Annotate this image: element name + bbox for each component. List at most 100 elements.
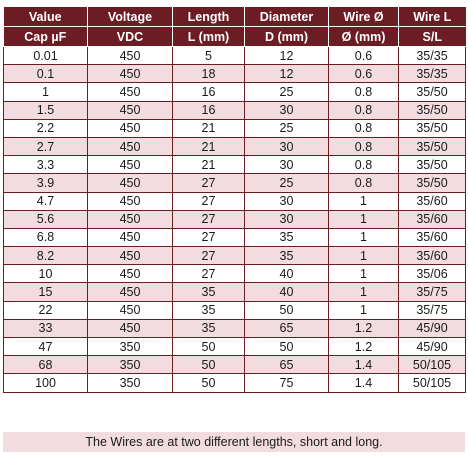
header-value: Value (3, 7, 88, 27)
cell-voltage: 350 (87, 355, 173, 375)
cell-value: 6.8 (3, 227, 88, 248)
cell-wire-diameter: 0.8 (328, 82, 399, 102)
cell-length: 16 (172, 100, 245, 120)
cell-wire-length: 35/75 (398, 282, 466, 302)
cell-value: 2.7 (3, 136, 88, 157)
cell-value: 0.01 (3, 45, 88, 66)
cell-wire-diameter: 0.8 (328, 173, 399, 193)
cell-value: 68 (3, 355, 88, 375)
cell-length: 50 (172, 373, 245, 393)
cell-length: 21 (172, 118, 245, 138)
table-row: 0.01 450 5 12 0.6 35/35 (3, 45, 466, 66)
table-row: 4.7 450 27 30 1 35/60 (3, 191, 466, 211)
table-row: 100 350 50 75 1.4 50/105 (3, 373, 466, 393)
cell-wire-diameter: 1.2 (328, 336, 399, 357)
cell-diameter: 30 (244, 191, 329, 211)
cell-wire-length: 35/50 (398, 155, 466, 175)
cell-wire-diameter: 1 (328, 191, 399, 211)
cell-wire-length: 35/50 (398, 100, 466, 120)
cell-length: 35 (172, 318, 245, 339)
cell-voltage: 450 (87, 136, 173, 157)
table-row: 15 450 35 40 1 35/75 (3, 282, 466, 302)
cell-voltage: 450 (87, 282, 173, 302)
capacitor-spec-table-container: Value Voltage Length Diameter Wire Ø Wir… (3, 7, 466, 393)
cell-wire-length: 35/06 (398, 264, 466, 284)
cell-wire-diameter: 1 (328, 264, 399, 284)
table-row: 47 350 50 50 1.2 45/90 (3, 336, 466, 357)
cell-wire-length: 35/60 (398, 227, 466, 248)
cell-wire-diameter: 1 (328, 282, 399, 302)
cell-wire-length: 45/90 (398, 318, 466, 339)
header-diameter: Diameter (244, 7, 329, 27)
header-voltage: Voltage (87, 7, 173, 27)
header-row-titles: Value Voltage Length Diameter Wire Ø Wir… (3, 7, 466, 27)
cell-diameter: 30 (244, 209, 329, 229)
cell-voltage: 450 (87, 209, 173, 229)
table-row: 1 450 16 25 0.8 35/50 (3, 82, 466, 102)
cell-wire-length: 45/90 (398, 336, 466, 357)
cell-value: 1.5 (3, 100, 88, 120)
cell-wire-diameter: 0.6 (328, 45, 399, 66)
cell-diameter: 12 (244, 45, 329, 66)
cell-length: 16 (172, 82, 245, 102)
table-row: 6.8 450 27 35 1 35/60 (3, 227, 466, 248)
cell-diameter: 65 (244, 355, 329, 375)
table-row: 8.2 450 27 35 1 35/60 (3, 246, 466, 266)
cell-length: 27 (172, 264, 245, 284)
cell-length: 18 (172, 64, 245, 84)
footer-note: The Wires are at two different lengths, … (3, 432, 465, 452)
cell-diameter: 25 (244, 173, 329, 193)
header-row-units: Cap µF VDC L (mm) D (mm) Ø (mm) S/L (3, 26, 466, 47)
table-row: 0.1 450 18 12 0.6 35/35 (3, 64, 466, 84)
cell-voltage: 450 (87, 100, 173, 120)
header-unit-vdc: VDC (87, 26, 173, 47)
cell-value: 22 (3, 300, 88, 320)
table-row: 3.3 450 21 30 0.8 35/50 (3, 155, 466, 175)
cell-value: 15 (3, 282, 88, 302)
cell-wire-length: 50/105 (398, 355, 466, 375)
cell-wire-length: 35/60 (398, 209, 466, 229)
cell-length: 27 (172, 227, 245, 248)
cell-wire-diameter: 1.2 (328, 318, 399, 339)
header-unit-wire-diameter: Ø (mm) (328, 26, 399, 47)
header-unit-diameter: D (mm) (244, 26, 329, 47)
cell-voltage: 350 (87, 336, 173, 357)
header-wire-length: Wire L (398, 7, 466, 27)
cell-diameter: 75 (244, 373, 329, 393)
cell-wire-diameter: 1 (328, 246, 399, 266)
cell-wire-length: 35/35 (398, 64, 466, 84)
table-row: 68 350 50 65 1.4 50/105 (3, 355, 466, 375)
table-row: 3.9 450 27 25 0.8 35/50 (3, 173, 466, 193)
cell-wire-length: 35/60 (398, 246, 466, 266)
table-row: 2.7 450 21 30 0.8 35/50 (3, 136, 466, 157)
table-row: 22 450 35 50 1 35/75 (3, 300, 466, 320)
cell-value: 5.6 (3, 209, 88, 229)
cell-wire-diameter: 0.6 (328, 64, 399, 84)
cell-length: 27 (172, 246, 245, 266)
cell-value: 10 (3, 264, 88, 284)
table-header: Value Voltage Length Diameter Wire Ø Wir… (3, 7, 466, 47)
header-length: Length (172, 7, 245, 27)
capacitor-spec-table: Value Voltage Length Diameter Wire Ø Wir… (3, 7, 466, 393)
header-unit-cap: Cap µF (3, 26, 88, 47)
cell-diameter: 65 (244, 318, 329, 339)
cell-wire-diameter: 0.8 (328, 155, 399, 175)
cell-wire-length: 50/105 (398, 373, 466, 393)
cell-diameter: 35 (244, 246, 329, 266)
cell-wire-length: 35/35 (398, 45, 466, 66)
cell-voltage: 350 (87, 373, 173, 393)
cell-length: 35 (172, 300, 245, 320)
cell-voltage: 450 (87, 82, 173, 102)
cell-length: 27 (172, 191, 245, 211)
cell-wire-length: 35/50 (398, 82, 466, 102)
cell-diameter: 25 (244, 118, 329, 138)
cell-wire-diameter: 0.8 (328, 118, 399, 138)
cell-diameter: 25 (244, 82, 329, 102)
cell-voltage: 450 (87, 191, 173, 211)
cell-diameter: 35 (244, 227, 329, 248)
cell-wire-length: 35/75 (398, 300, 466, 320)
header-unit-length: L (mm) (172, 26, 245, 47)
cell-value: 33 (3, 318, 88, 339)
cell-wire-diameter: 1 (328, 300, 399, 320)
cell-wire-diameter: 1.4 (328, 373, 399, 393)
